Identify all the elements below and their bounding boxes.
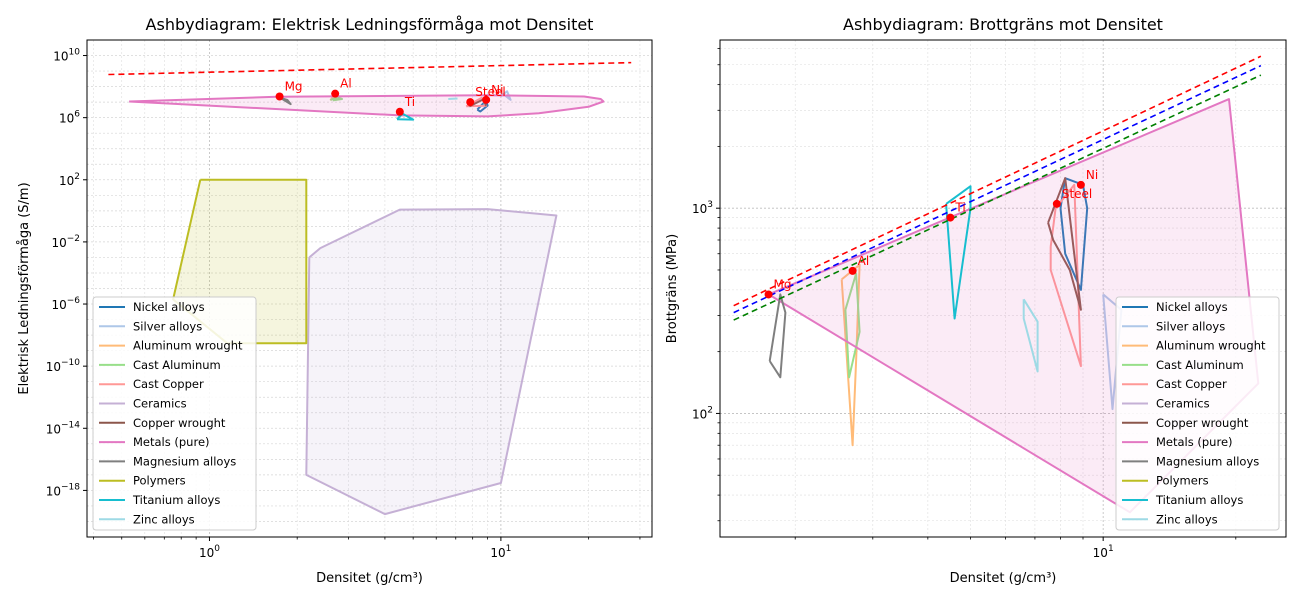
plot-area bbox=[108, 61, 632, 516]
point-al bbox=[848, 266, 857, 275]
series-outline-nickel-alloys bbox=[476, 99, 489, 113]
legend-label-cast-aluminum: Cast Aluminum bbox=[1156, 358, 1244, 372]
y-axis-label: Elektrisk Ledningsförmåga (S/m) bbox=[17, 182, 32, 394]
y-tick-label: 106 bbox=[59, 110, 80, 126]
point-label-ni: Ni bbox=[491, 83, 503, 97]
point-label-ni: Ni bbox=[1086, 168, 1098, 182]
legend-label-metals-pure: Metals (pure) bbox=[1156, 435, 1233, 449]
guide-line bbox=[108, 61, 632, 76]
chart-title: Ashbydiagram: Brottgräns mot Densitet bbox=[843, 15, 1163, 34]
legend-label-aluminum-wrought: Aluminum wrought bbox=[1156, 339, 1266, 353]
point-mg bbox=[275, 92, 284, 101]
y-tick-label: 10−10 bbox=[46, 358, 81, 374]
legend: Nickel alloys Silver alloys Aluminum wroug… bbox=[1115, 296, 1280, 531]
legend-label-copper-wrought: Copper wrought bbox=[1156, 416, 1249, 430]
x-axis-label: Densitet (g/cm³) bbox=[316, 571, 423, 586]
y-tick-label: 1010 bbox=[53, 48, 80, 64]
grid bbox=[720, 40, 1286, 537]
point-label-steel: Steel bbox=[475, 85, 505, 99]
legend-label-ceramics: Ceramics bbox=[1156, 397, 1210, 411]
y-tick-label: 10−14 bbox=[46, 420, 81, 436]
y-tick-label: 10−2 bbox=[51, 234, 80, 250]
series-outline-copper-wrought bbox=[1047, 177, 1082, 311]
y-tick-label: 102 bbox=[692, 405, 713, 421]
legend-label-ceramics: Ceramics bbox=[133, 397, 187, 411]
series-outline-ceramics bbox=[305, 208, 558, 516]
axes-frame bbox=[86, 39, 653, 538]
series-outline-polymers bbox=[172, 178, 308, 345]
point-mg bbox=[764, 290, 773, 299]
legend-label-nickel-alloys: Nickel alloys bbox=[1156, 300, 1228, 314]
legend-label-silver-alloys: Silver alloys bbox=[133, 319, 202, 333]
legend-label-titanium-alloys: Titanium alloys bbox=[132, 493, 220, 507]
y-axis-label: Brottgräns (MPa) bbox=[665, 234, 680, 343]
series-outline-magnesium-alloys bbox=[279, 96, 292, 106]
point-label-ti: Ti bbox=[954, 201, 965, 215]
legend-label-polymers: Polymers bbox=[133, 474, 186, 488]
legend-label-cast-copper: Cast Copper bbox=[1156, 377, 1227, 391]
x-tick-label: 100 bbox=[199, 544, 220, 560]
guide-line bbox=[733, 64, 1262, 314]
series-outline-magnesium-alloys bbox=[768, 293, 787, 379]
legend-label-copper-wrought: Copper wrought bbox=[133, 416, 226, 430]
legend-label-zinc-alloys: Zinc alloys bbox=[133, 512, 195, 526]
series-outline-titanium-alloys bbox=[945, 185, 972, 320]
series-outline-cast-aluminum bbox=[330, 96, 343, 102]
point-ni bbox=[1076, 180, 1085, 189]
legend-label-aluminum-wrought: Aluminum wrought bbox=[133, 339, 243, 353]
guide-line bbox=[733, 55, 1262, 307]
x-tick-label: 101 bbox=[1093, 544, 1114, 560]
x-axis-label: Densitet (g/cm³) bbox=[950, 571, 1057, 586]
series-outline-zinc-alloys bbox=[448, 97, 458, 100]
point-label-mg: Mg bbox=[774, 277, 792, 291]
point-ti bbox=[395, 107, 404, 116]
point-label-mg: Mg bbox=[285, 80, 303, 94]
strength-chart: Mg Al Ti Steel Ni 101 102 103 Ashbydiagram: Brot… bbox=[665, 15, 1287, 586]
series-fill-ceramics bbox=[306, 209, 557, 515]
y-tick-label: 10−6 bbox=[51, 296, 80, 312]
legend-label-nickel-alloys: Nickel alloys bbox=[133, 300, 205, 314]
legend-label-silver-alloys: Silver alloys bbox=[1156, 319, 1225, 333]
series-outline-zinc-alloys bbox=[1022, 298, 1039, 373]
point-ti bbox=[946, 213, 955, 222]
chart-title: Ashbydiagram: Elektrisk Ledningsförmåga … bbox=[146, 15, 594, 34]
legend-label-cast-copper: Cast Copper bbox=[133, 377, 204, 391]
series-outline-metals-pure bbox=[129, 94, 605, 118]
point-ni bbox=[482, 95, 491, 104]
legend-label-titanium-alloys: Titanium alloys bbox=[1155, 493, 1243, 507]
legend-box bbox=[92, 296, 257, 531]
axes-frame bbox=[719, 39, 1287, 538]
point-label-al: Al bbox=[858, 254, 870, 268]
legend: Nickel alloys Silver alloys Aluminum wroug… bbox=[92, 296, 257, 531]
legend-label-magnesium-alloys: Magnesium alloys bbox=[1156, 454, 1259, 468]
legend-box bbox=[1115, 296, 1280, 531]
y-tick-label: 102 bbox=[59, 172, 80, 188]
y-tick-label: 103 bbox=[692, 200, 713, 216]
legend-label-zinc-alloys: Zinc alloys bbox=[1156, 512, 1218, 526]
point-steel bbox=[466, 98, 475, 107]
series-outline-titanium-alloys bbox=[396, 112, 415, 121]
point-label-ti: Ti bbox=[404, 95, 415, 109]
legend-label-cast-aluminum: Cast Aluminum bbox=[133, 358, 221, 372]
point-steel bbox=[1052, 199, 1061, 208]
guide-line bbox=[733, 74, 1262, 321]
x-tick-label: 101 bbox=[490, 544, 511, 560]
grid bbox=[87, 40, 652, 537]
point-label-al: Al bbox=[340, 77, 352, 91]
legend-label-magnesium-alloys: Magnesium alloys bbox=[133, 454, 236, 468]
y-tick-label: 10−18 bbox=[46, 482, 81, 498]
point-label-steel: Steel bbox=[1062, 187, 1092, 201]
legend-label-polymers: Polymers bbox=[1156, 474, 1209, 488]
legend-label-metals-pure: Metals (pure) bbox=[133, 435, 210, 449]
series-outline-cast-aluminum bbox=[844, 272, 861, 379]
point-al bbox=[331, 89, 340, 98]
